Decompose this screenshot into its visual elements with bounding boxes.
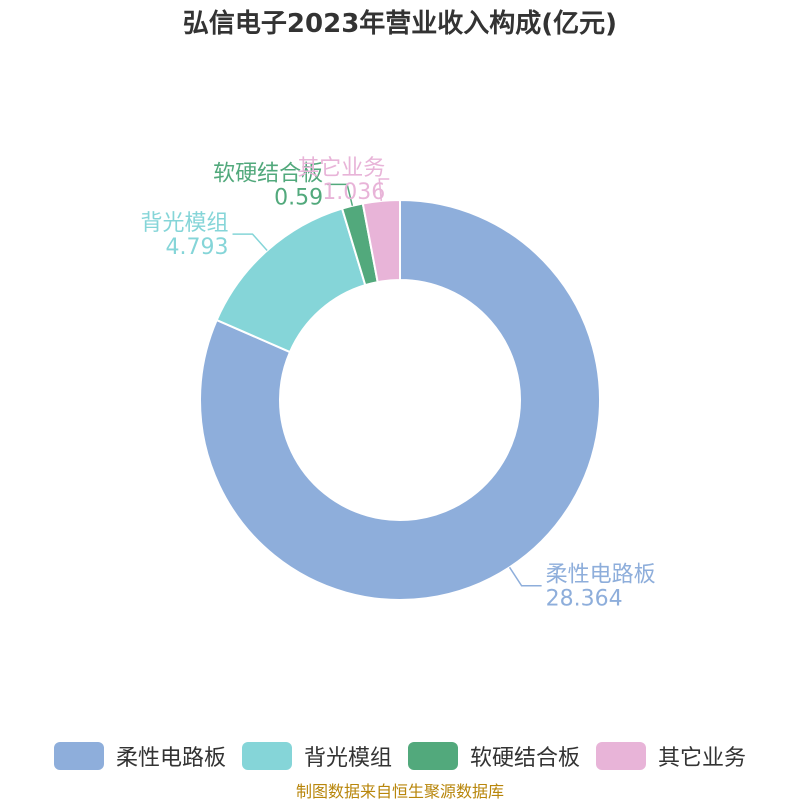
slice-label-value-2: 0.59 (274, 185, 323, 210)
leader-line-3 (378, 178, 390, 201)
legend-item-2[interactable]: 软硬结合板 (408, 740, 580, 772)
slice-label-name-0: 柔性电路板 (546, 563, 656, 588)
slice-3[interactable] (361, 198, 401, 284)
slice-label-name-3: 其它业务 (297, 156, 385, 181)
slice-label-name-1: 背光模组 (140, 211, 228, 236)
legend-item-0[interactable]: 柔性电路板 (53, 740, 226, 772)
legend-label-0: 柔性电路板 (115, 746, 226, 771)
leader-line-1 (232, 233, 268, 252)
slice-0[interactable] (199, 198, 601, 601)
slice-label-value-0: 28.364 (546, 587, 623, 612)
leader-line-0 (508, 566, 542, 587)
legend-swatch-1 (241, 742, 292, 770)
slice-label-name-2: 软硬结合板 (213, 161, 323, 186)
slice-label-value-3: 1.036 (322, 180, 385, 205)
source-note: 制图数据来自恒生聚源数据库 (295, 782, 504, 801)
legend: 柔性电路板 背光模组 软硬结合板 其它业务 (0, 736, 800, 776)
legend-label-1: 背光模组 (303, 746, 392, 771)
legend-item-3[interactable]: 其它业务 (596, 740, 746, 772)
legend-label-2: 软硬结合板 (470, 746, 581, 771)
chart-title: 弘信电子2023年营业收入构成(亿元) (182, 9, 618, 39)
legend-swatch-3 (596, 742, 647, 770)
slice-label-value-1: 4.793 (166, 235, 229, 260)
legend-item-1[interactable]: 背光模组 (241, 740, 392, 772)
leader-line-2 (327, 183, 354, 206)
legend-label-3: 其它业务 (658, 746, 747, 771)
legend-swatch-0 (53, 742, 104, 770)
legend-swatch-2 (408, 742, 458, 770)
slice-1[interactable] (215, 207, 367, 354)
